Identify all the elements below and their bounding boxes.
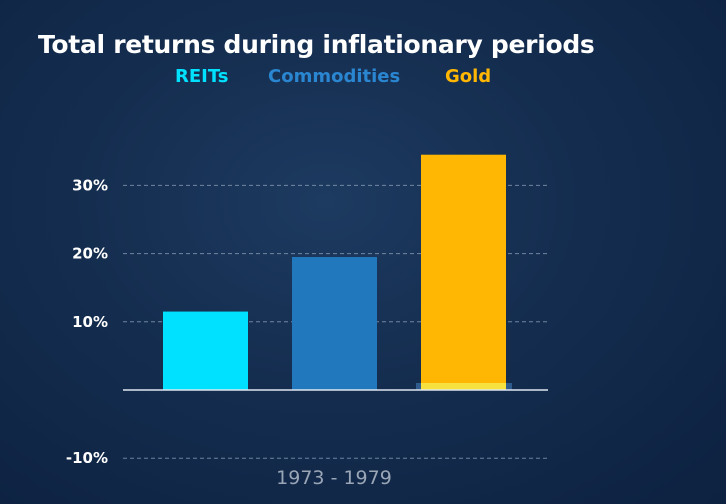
y-tick-label: -10% — [66, 449, 108, 467]
legend: REITs Commodities Gold — [0, 66, 726, 90]
gold-bar-base-edge — [506, 383, 512, 390]
gold-bar-base-edge — [416, 383, 421, 390]
bar-reits — [163, 311, 248, 390]
bar-gold — [421, 154, 506, 390]
x-category-label: 1973 - 1979 — [276, 467, 392, 489]
gold-bar-base-highlight — [421, 383, 506, 390]
y-tick-label: 20% — [72, 245, 108, 263]
y-tick-label: 30% — [72, 176, 108, 194]
y-tick-label: 10% — [72, 313, 108, 331]
legend-item-gold: Gold — [445, 66, 492, 87]
legend-item-commodities: Commodities — [268, 66, 401, 87]
legend-item-reits: REITs — [175, 66, 229, 87]
bar-commodities — [292, 257, 377, 390]
chart-title: Total returns during inflationary period… — [38, 30, 595, 59]
